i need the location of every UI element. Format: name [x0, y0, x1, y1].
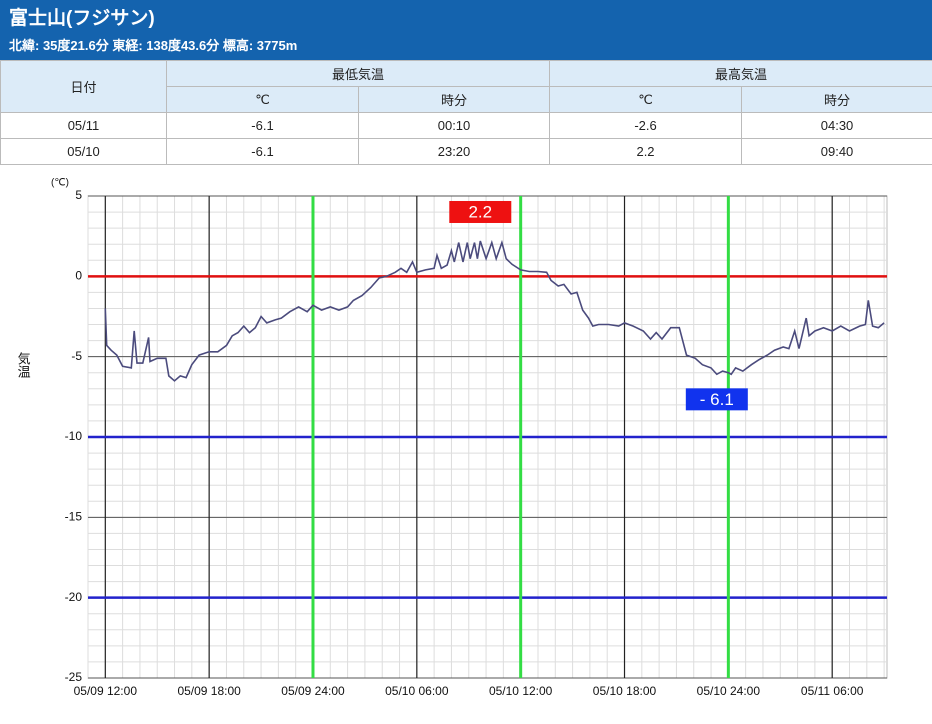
y-unit: (℃) [51, 178, 69, 189]
y-tick-label: -5 [71, 349, 82, 363]
x-tick-label: 05/09 12:00 [74, 684, 138, 698]
x-tick-label: 05/09 18:00 [177, 684, 241, 698]
cell: 00:10 [357, 112, 551, 139]
annotation-box [685, 388, 748, 411]
cell: 05/10 [0, 138, 167, 165]
header-cell: 日付 [0, 60, 167, 113]
temperature-line [104, 239, 885, 382]
cell: -2.6 [549, 112, 743, 139]
subheader-cell: ℃ [166, 86, 359, 113]
x-tick-label: 05/09 24:00 [281, 684, 345, 698]
subheader-cell: 時分 [357, 86, 551, 113]
annotation-box [449, 200, 512, 223]
cell: 2.2 [549, 138, 743, 165]
y-axis-label: 気温 [16, 351, 31, 378]
x-tick-label: 05/10 24:00 [697, 684, 761, 698]
cell: -6.1 [166, 138, 359, 165]
cell: 05/11 [0, 112, 167, 139]
chart: (℃) 気温 -25 -20 -15 -10 -5 0 5 05/09 12:00 05/09 … [16, 178, 888, 698]
cell: 23:20 [357, 138, 551, 165]
y-tick-label: -20 [65, 590, 83, 604]
x-tick-label: 05/10 12:00 [489, 684, 553, 698]
annotation-label: - 6.1 [700, 390, 734, 409]
header-cell: 最低気温 [165, 60, 551, 87]
y-tick-label: -10 [65, 429, 83, 443]
station-info: 北緯: 35度21.6分 東経: 138度43.6分 標高: 3775m [9, 38, 298, 53]
header-cell: 最高気温 [549, 60, 932, 87]
summary-table: 日付 最低気温 最高気温 ℃ 時分 ℃ 時分 05/11 -6.1 00:10 -2.6 04:3… [0, 60, 932, 165]
cell: 09:40 [741, 138, 932, 165]
subheader-cell: ℃ [549, 86, 743, 113]
x-tick-label: 05/10 18:00 [593, 684, 657, 698]
y-tick-label: -15 [65, 510, 83, 524]
x-tick-label: 05/10 06:00 [385, 684, 449, 698]
y-tick-label: 0 [75, 269, 82, 283]
cell: -6.1 [166, 112, 359, 139]
x-tick-label: 05/11 06:00 [801, 684, 864, 698]
header: 富士山(フジサン) 北緯: 35度21.6分 東経: 138度43.6分 標高:… [0, 0, 932, 60]
subheader-cell: 時分 [741, 86, 932, 113]
y-tick-label: 5 [75, 188, 82, 202]
station-title: 富士山(フジサン) [9, 8, 155, 29]
cell: 04:30 [741, 112, 932, 139]
y-tick-label: -25 [65, 670, 83, 684]
annotation-label: 2.2 [468, 202, 492, 221]
